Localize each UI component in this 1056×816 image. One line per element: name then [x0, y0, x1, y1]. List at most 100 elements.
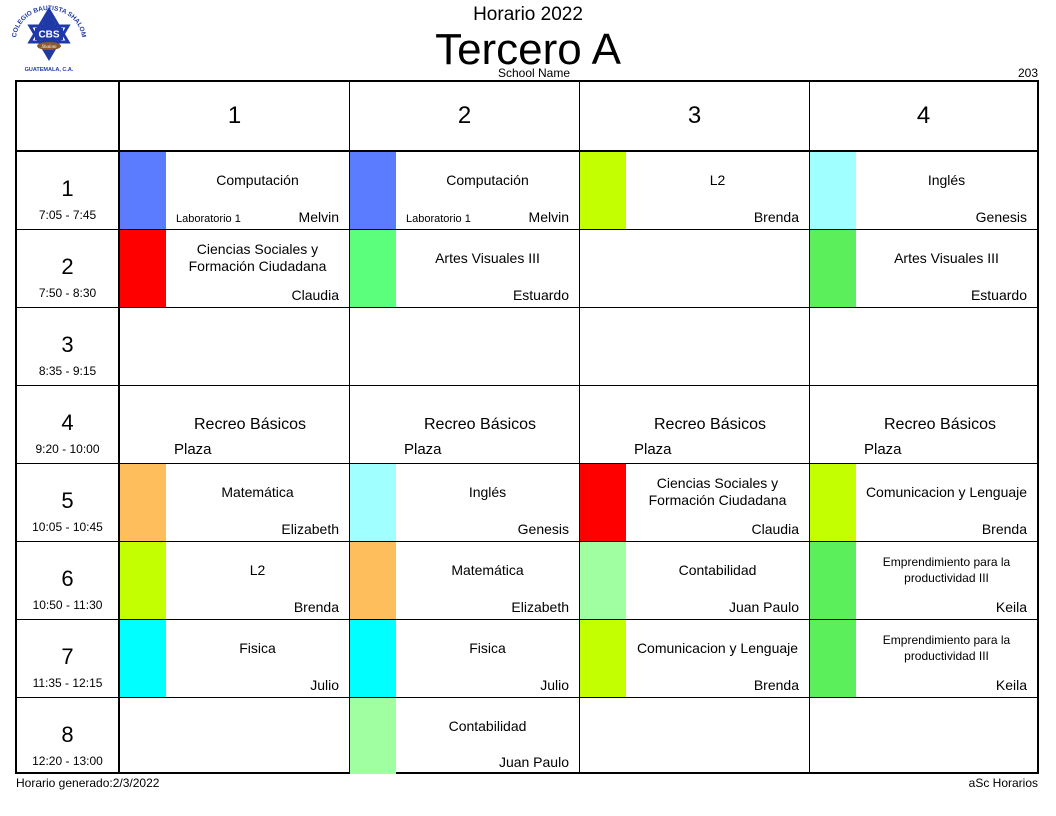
subject-color-swatch	[350, 698, 396, 774]
subject-color-swatch	[810, 620, 856, 697]
empty-cell[interactable]	[810, 308, 1037, 386]
subject-name: Contabilidad	[448, 717, 527, 734]
subject-color-swatch	[350, 620, 396, 697]
empty-cell[interactable]	[350, 308, 580, 386]
period-time: 11:35 - 12:15	[32, 676, 103, 690]
lesson-cell[interactable]: Artes Visuales III Estuardo	[350, 230, 580, 308]
period-number: 6	[61, 566, 74, 591]
column-header-4: 4	[810, 82, 1037, 152]
school-name: School Name	[497, 66, 571, 80]
generated-date: Horario generado:2/3/2022	[16, 776, 160, 790]
lesson-cell[interactable]: Fisica Julio	[350, 620, 580, 698]
empty-cell[interactable]	[580, 230, 810, 308]
period-number: 7	[61, 644, 74, 669]
classroom-name: Laboratorio 1	[406, 213, 471, 225]
empty-cell[interactable]	[580, 308, 810, 386]
subject-color-swatch	[810, 152, 856, 229]
period-header-1: 1 7:05 - 7:45	[17, 152, 120, 230]
logo-text-bottom: GUATEMALA, C.A.	[25, 67, 74, 73]
teacher-name: Estuardo	[512, 287, 569, 303]
lesson-cell[interactable]: Comunicacion y Lenguaje Brenda	[580, 620, 810, 698]
subject-color-swatch	[580, 152, 626, 229]
teacher-name: Melvin	[528, 209, 569, 225]
subject-name: Inglés	[468, 483, 507, 500]
break-subject: Recreo Básicos	[884, 416, 997, 433]
period-header-4: 4 9:20 - 10:00	[17, 386, 120, 464]
lesson-cell[interactable]: Inglés Genesis	[810, 152, 1037, 230]
subject-name: Artes Visuales III	[435, 249, 540, 266]
school-logo: COLEGIO BAUTISTA SHALOM CBS Shalom GUATE…	[11, 5, 87, 73]
break-place: Plaza	[174, 441, 212, 458]
empty-cell[interactable]	[810, 698, 1037, 774]
teacher-name: Brenda	[981, 521, 1027, 537]
lesson-cell[interactable]: Comunicacion y Lenguaje Brenda	[810, 464, 1037, 542]
period-header-3: 3 8:35 - 9:15	[17, 308, 120, 386]
lesson-cell[interactable]: Inglés Genesis	[350, 464, 580, 542]
teacher-name: Elizabeth	[511, 599, 569, 615]
subject-color-swatch	[120, 620, 166, 697]
break-place: Plaza	[864, 441, 902, 458]
period-time: 7:50 - 8:30	[38, 286, 97, 300]
subject-name: L2	[249, 561, 266, 578]
teacher-name: Genesis	[975, 209, 1027, 225]
empty-cell[interactable]	[120, 698, 350, 774]
lesson-cell[interactable]: Recreo Básicos Plaza	[810, 386, 1037, 464]
logo-initials: CBS	[38, 30, 59, 41]
lesson-cell[interactable]: Recreo Básicos Plaza	[350, 386, 580, 464]
subject-color-swatch	[350, 542, 396, 619]
subject-color-swatch	[120, 152, 166, 229]
break-subject: Recreo Básicos	[424, 416, 537, 433]
subject-name: Emprendimiento para la productividad III	[882, 633, 1011, 663]
lesson-cell[interactable]: Matemática Elizabeth	[350, 542, 580, 620]
lesson-cell[interactable]: Recreo Básicos Plaza	[580, 386, 810, 464]
period-header-2: 2 7:50 - 8:30	[17, 230, 120, 308]
lesson-cell[interactable]: Fisica Julio	[120, 620, 350, 698]
empty-cell[interactable]	[120, 308, 350, 386]
lesson-cell[interactable]: Emprendimiento para la productividad III…	[810, 542, 1037, 620]
subject-name: Artes Visuales III	[894, 249, 999, 266]
teacher-name: Brenda	[753, 209, 799, 225]
timetable-grid: 1 2 3 4 1 7:05 - 7:45 Computación Laboratorio 1…	[15, 80, 1039, 774]
teacher-name: Juan Paulo	[498, 754, 569, 770]
lesson-cell[interactable]: Recreo Básicos Plaza	[120, 386, 350, 464]
teacher-name: Julio	[310, 677, 339, 693]
period-time: 9:20 - 10:00	[35, 442, 100, 456]
period-number: 5	[61, 488, 74, 513]
teacher-name: Claudia	[751, 521, 799, 537]
subject-name: Comunicacion y Lenguaje	[636, 639, 799, 656]
period-number: 8	[61, 722, 74, 747]
lesson-cell[interactable]: Ciencias Sociales y Formación Ciudadana C…	[580, 464, 810, 542]
period-time: 7:05 - 7:45	[38, 208, 97, 222]
classroom-name: Laboratorio 1	[176, 213, 241, 225]
lesson-cell[interactable]: Artes Visuales III Estuardo	[810, 230, 1037, 308]
teacher-name: Brenda	[753, 677, 799, 693]
subject-color-swatch	[120, 230, 166, 307]
subject-color-swatch	[350, 230, 396, 307]
empty-cell[interactable]	[580, 698, 810, 774]
break-place: Plaza	[404, 441, 442, 458]
break-place: Plaza	[634, 441, 672, 458]
lesson-cell[interactable]: Contabilidad Juan Paulo	[350, 698, 580, 774]
lesson-cell[interactable]: Computación Laboratorio 1 Melvin	[350, 152, 580, 230]
lesson-cell[interactable]: Ciencias Sociales y Formación Ciudadana C…	[120, 230, 350, 308]
subject-name: Matemática	[451, 561, 524, 578]
lesson-cell[interactable]: L2 Brenda	[580, 152, 810, 230]
subject-color-swatch	[350, 152, 396, 229]
subject-name: Contabilidad	[678, 561, 757, 578]
lesson-cell[interactable]: Computación Laboratorio 1 Melvin	[120, 152, 350, 230]
lesson-cell[interactable]: Emprendimiento para la productividad III…	[810, 620, 1037, 698]
lesson-cell[interactable]: L2 Brenda	[120, 542, 350, 620]
teacher-name: Brenda	[293, 599, 339, 615]
teacher-name: Juan Paulo	[728, 599, 799, 615]
lesson-cell[interactable]: Contabilidad Juan Paulo	[580, 542, 810, 620]
subject-color-swatch	[350, 464, 396, 541]
column-header-3: 3	[580, 82, 810, 152]
subject-name: Inglés	[927, 171, 966, 188]
subject-name: Comunicacion y Lenguaje	[865, 483, 1028, 500]
period-number: 4	[61, 410, 74, 435]
period-number: 3	[61, 332, 74, 357]
column-header-2: 2	[350, 82, 580, 152]
lesson-cell[interactable]: Matemática Elizabeth	[120, 464, 350, 542]
subject-color-swatch	[580, 620, 626, 697]
break-subject: Recreo Básicos	[654, 416, 767, 433]
